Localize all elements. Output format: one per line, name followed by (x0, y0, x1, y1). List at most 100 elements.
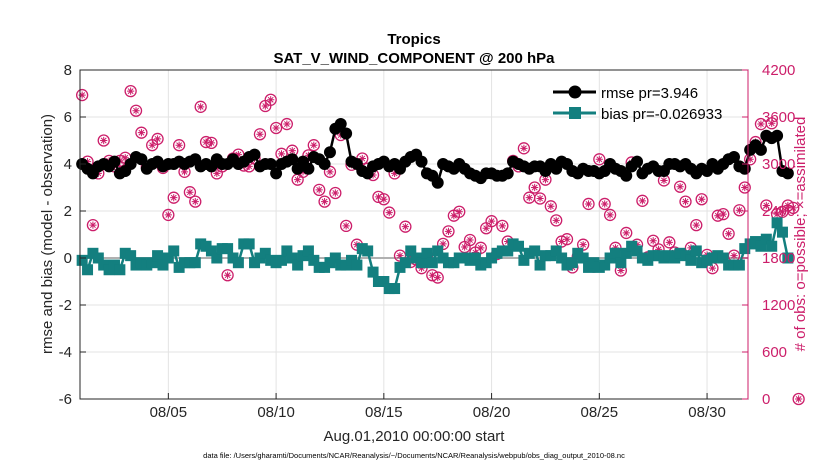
obs-assimilated-asterisk (541, 176, 550, 184)
bias-point (92, 252, 104, 264)
bias-point (308, 254, 320, 266)
obs-assimilated-asterisk (552, 216, 560, 224)
rmse-point (501, 167, 514, 180)
bias-point (222, 243, 234, 255)
obs-count-marker (787, 201, 800, 215)
obs-assimilated-asterisk (294, 176, 302, 184)
obs-count-marker (194, 100, 207, 113)
bias-point (529, 245, 541, 257)
obs-possible-circle (76, 88, 89, 102)
obs-possible-circle (463, 233, 477, 247)
right-tick-label: 1200 (762, 297, 795, 314)
rmse-point (318, 158, 331, 170)
obs-possible-circle (738, 181, 751, 194)
bias-point (502, 245, 514, 257)
obs-assimilated-asterisk (789, 204, 797, 212)
obs-assimilated-asterisk (191, 198, 199, 206)
bias-point (432, 245, 444, 257)
obs-assimilated-asterisk (396, 252, 404, 260)
rmse-point (415, 155, 428, 168)
bias-point (286, 252, 298, 264)
obs-count-marker (129, 104, 143, 117)
obs-assimilated-asterisk (762, 201, 770, 210)
bias-point (146, 257, 158, 269)
bias-point (114, 264, 126, 276)
obs-count-marker (690, 218, 703, 232)
obs-assimilated-asterisk (132, 107, 140, 115)
obs-assimilated-asterisk (267, 96, 275, 104)
bias-point (281, 245, 293, 257)
obs-assimilated-asterisk (434, 273, 442, 282)
obs-possible-circle (189, 195, 202, 208)
obs-assimilated-asterisk (245, 162, 253, 170)
rmse-point (781, 167, 794, 180)
obs-assimilated-asterisk (358, 154, 366, 163)
bias-point (168, 245, 180, 257)
obs-possible-circle (377, 193, 390, 206)
right-axis-label: # of obs: o=possible; ×=assimilated (792, 117, 809, 352)
obs-count-marker (717, 207, 730, 221)
left-tick-label: -6 (59, 391, 72, 408)
obs-possible-circle (183, 186, 197, 199)
obs-possible-circle (129, 104, 143, 117)
bias-point (421, 247, 433, 259)
obs-count-marker (620, 226, 633, 240)
obs-count-marker (463, 233, 477, 247)
data-file-footnote: data file: /Users/gharamti/Documents/NCA… (203, 451, 625, 460)
obs-count-marker (760, 199, 773, 212)
obs-assimilated-asterisk (725, 230, 733, 238)
rmse-point (286, 153, 299, 166)
obs-assimilated-asterisk (401, 223, 409, 231)
obs-assimilated-asterisk (186, 188, 194, 196)
obs-assimilated-asterisk (310, 141, 318, 149)
obs-count-marker (76, 88, 89, 102)
obs-count-marker (221, 269, 234, 282)
chart-title: Tropics (387, 31, 440, 48)
right-tick-label: 0 (762, 391, 770, 408)
bias-point (329, 252, 341, 264)
x-tick-label: 08/10 (257, 404, 295, 421)
obs-possible-circle (221, 269, 234, 282)
bias-point (243, 238, 255, 250)
obs-possible-circle (442, 225, 455, 238)
obs-possible-circle (162, 208, 175, 222)
obs-assimilated-asterisk (137, 129, 146, 137)
bias-point (566, 257, 578, 269)
obs-assimilated-asterisk (757, 120, 765, 128)
rmse-point (108, 155, 121, 168)
obs-possible-circle (663, 236, 676, 249)
obs-assimilated-asterisk (676, 183, 684, 191)
obs-possible-circle (318, 195, 331, 208)
obs-assimilated-asterisk (536, 194, 544, 203)
obs-assimilated-asterisk (148, 141, 156, 149)
rmse-point (264, 158, 277, 170)
bias-point (125, 250, 137, 262)
bias-point (550, 245, 562, 257)
obs-count-marker (485, 215, 498, 228)
obs-possible-circle (280, 117, 294, 131)
obs-possible-circle (86, 218, 100, 232)
obs-count-marker (172, 139, 186, 152)
obs-possible-circle (339, 219, 353, 233)
left-tick-label: -2 (59, 297, 72, 314)
obs-count-marker (663, 236, 676, 249)
right-tick-label: 2400 (762, 203, 795, 220)
obs-assimilated-asterisk (584, 200, 593, 208)
bias-point (513, 240, 525, 252)
obs-count-marker (792, 392, 805, 406)
obs-possible-circle (329, 186, 342, 200)
bias-point (518, 254, 530, 266)
legend-bias-marker (569, 107, 581, 119)
obs-possible-circle (792, 392, 805, 406)
bias-point (771, 217, 783, 229)
obs-assimilated-asterisk (197, 103, 205, 111)
obs-assimilated-asterisk (466, 236, 474, 244)
obs-assimilated-asterisk (487, 217, 496, 225)
bias-point (782, 252, 794, 264)
obs-assimilated-asterisk (331, 189, 339, 197)
obs-assimilated-asterisk (207, 139, 216, 147)
obs-assimilated-asterisk (261, 102, 269, 110)
obs-possible-circle (517, 142, 531, 155)
obs-count-marker (738, 181, 751, 194)
obs-count-marker (189, 195, 202, 208)
